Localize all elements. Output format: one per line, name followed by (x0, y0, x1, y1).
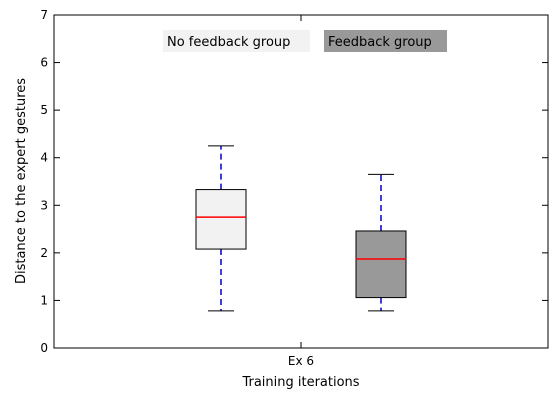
y-axis: 0 1 2 3 4 5 6 7 (40, 8, 548, 355)
y-tick-label: 4 (40, 151, 48, 165)
box-iqr (195, 189, 247, 250)
y-tick-label: 0 (40, 341, 48, 355)
legend-swatch (324, 30, 447, 52)
y-tick-label: 5 (40, 103, 48, 117)
legend-label: Feedback group (328, 35, 432, 50)
legend-swatch (163, 30, 310, 52)
box-iqr (355, 230, 407, 299)
box-group (355, 173, 407, 312)
legend-label: No feedback group (167, 35, 290, 50)
y-tick-label: 7 (40, 8, 48, 22)
y-tick-label: 6 (40, 56, 48, 70)
x-axis-label: Training iterations (241, 375, 359, 390)
x-tick-label: Ex 6 (288, 354, 314, 368)
y-tick-label: 1 (40, 293, 48, 307)
box-series (195, 145, 407, 312)
y-tick-label: 2 (40, 246, 48, 260)
legend: No feedback group Feedback group (163, 30, 447, 52)
box-group (195, 145, 247, 312)
x-axis: Ex 6 (288, 15, 314, 368)
y-axis-label: Distance to the expert gestures (14, 78, 29, 284)
y-tick-label: 3 (40, 198, 48, 212)
plot-area (53, 14, 549, 349)
